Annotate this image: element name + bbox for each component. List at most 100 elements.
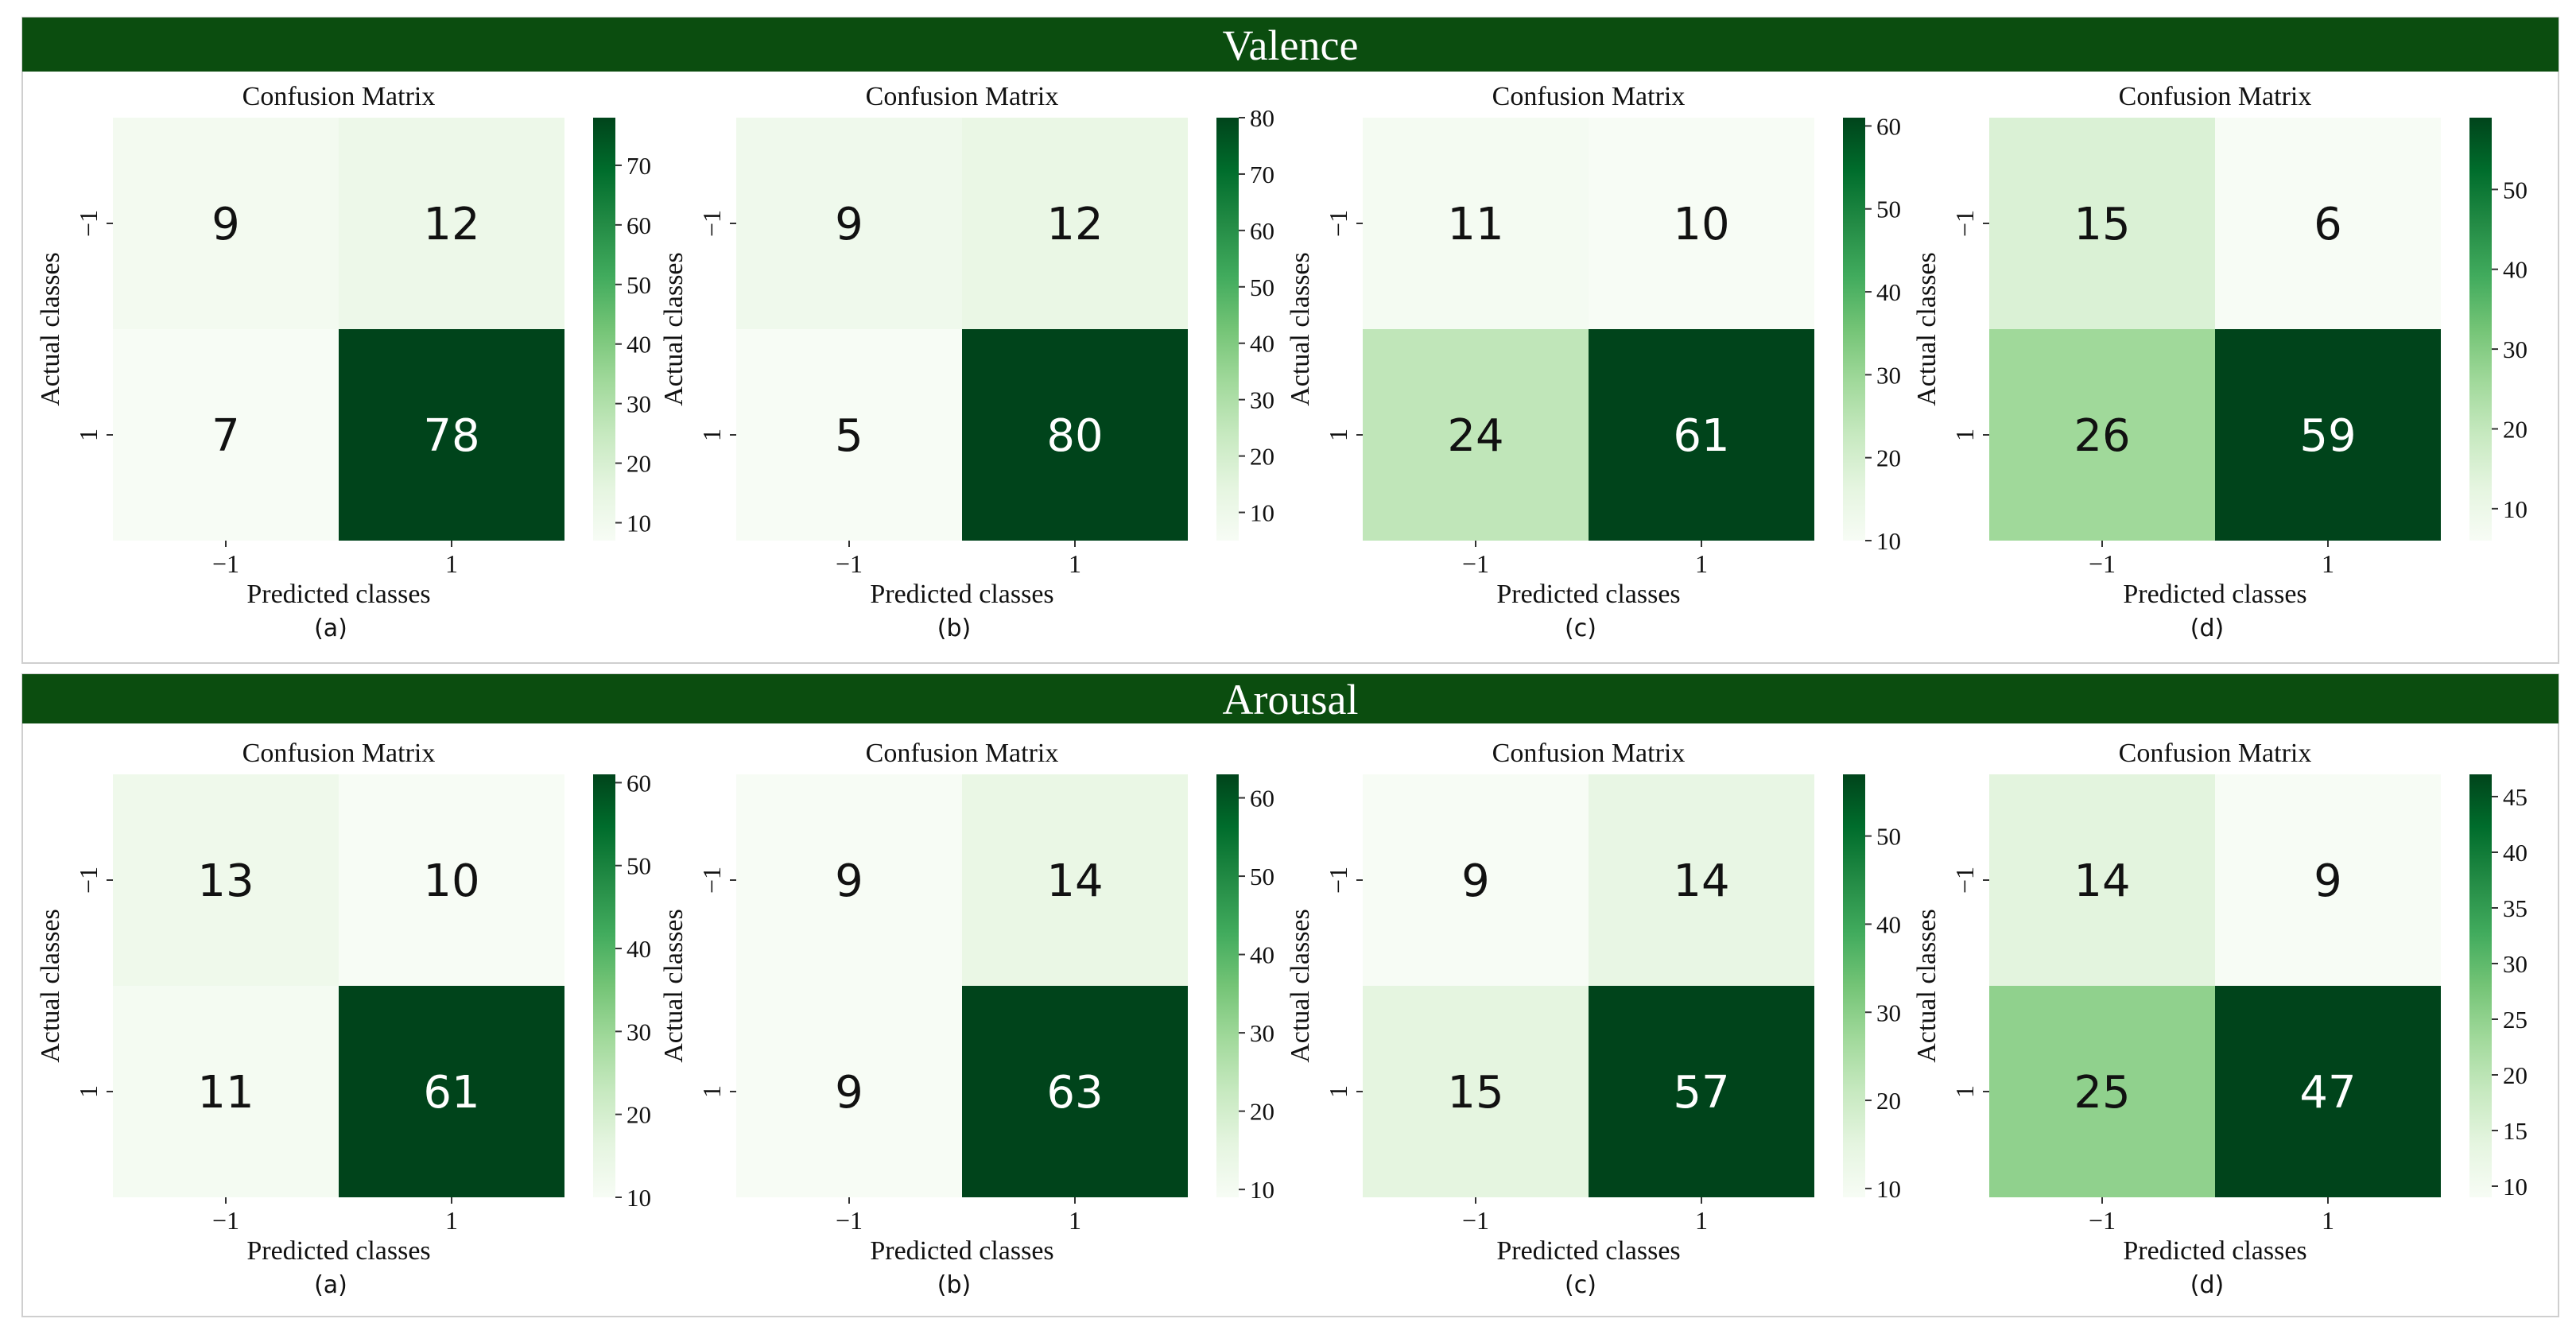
colorbar-tick-label: 40 (1876, 910, 1901, 938)
x-tick-label: 1 (2322, 549, 2334, 578)
heatmap-cell (339, 986, 564, 1197)
heatmap-cell (736, 118, 962, 329)
cell-value-label: 61 (1673, 410, 1729, 462)
y-tick-label: −1 (1950, 867, 1979, 894)
colorbar (593, 774, 615, 1197)
x-axis-label: Predicted classes (246, 580, 430, 609)
colorbar-tick-label: 70 (1250, 161, 1274, 188)
x-axis-label: Predicted classes (1496, 580, 1680, 609)
heatmap-cell (1989, 329, 2215, 541)
heatmap-cell (113, 118, 339, 329)
matrix-title: Confusion Matrix (242, 82, 436, 111)
heatmap-cell (113, 329, 339, 541)
cell-value-label: 9 (1461, 855, 1490, 907)
heatmap-cell (1589, 986, 1814, 1197)
colorbar (2469, 774, 2492, 1197)
colorbar (1843, 118, 1865, 541)
x-axis-label: Predicted classes (2123, 1236, 2306, 1266)
heatmap-cell (113, 986, 339, 1197)
cell-value-label: 15 (2074, 199, 2130, 250)
colorbar-tick-label: 10 (2503, 495, 2528, 523)
x-tick-label: −1 (2089, 549, 2116, 578)
y-axis-label: Actual classes (659, 252, 689, 406)
cell-value-label: 10 (423, 855, 479, 907)
colorbar-tick-label: 30 (627, 1018, 651, 1045)
confusion-matrix-valence-a: Confusion Matrix 9 12 7 78 −1 1 −1 1 Predicted cl… (36, 82, 651, 642)
y-tick-label: −1 (697, 867, 726, 894)
heatmap-cell (1589, 774, 1814, 986)
y-tick-label: 1 (1324, 429, 1352, 441)
subfigure-tag: (d) (2190, 1271, 2224, 1299)
colorbar-tick-label: 50 (1250, 273, 1274, 301)
heatmap-cell (2215, 118, 2441, 329)
matrix-title: Confusion Matrix (866, 82, 1059, 111)
cell-value-label: 63 (1046, 1067, 1103, 1119)
cell-value-label: 24 (1447, 410, 1503, 462)
colorbar-tick-label: 40 (1250, 941, 1274, 969)
x-axis-label: Predicted classes (2123, 580, 2306, 609)
colorbar-tick-label: 20 (2503, 415, 2528, 443)
y-axis-label: Actual classes (659, 909, 689, 1063)
y-tick-label: −1 (1950, 210, 1979, 237)
x-tick-label: 1 (445, 1206, 458, 1235)
colorbar-tick-label: 50 (627, 271, 651, 299)
colorbar-tick-label: 80 (1250, 104, 1274, 132)
heatmap-cell (2215, 329, 2441, 541)
colorbar-tick-label: 10 (627, 510, 651, 537)
matrix-title: Confusion Matrix (2119, 82, 2312, 111)
x-axis-label: Predicted classes (870, 580, 1053, 609)
heatmap-cell (113, 774, 339, 986)
y-tick-label: 1 (1950, 1085, 1979, 1098)
heatmap-cell (2215, 986, 2441, 1197)
confusion-matrix-arousal-b: Confusion Matrix 9 14 9 63 −1 1 −1 1 Predicted cl… (659, 739, 1274, 1299)
x-tick-label: 1 (2322, 1206, 2334, 1235)
colorbar-tick-label: 30 (2503, 336, 2528, 363)
subfigure-tag: (a) (314, 1271, 347, 1299)
heatmap-cell (1589, 329, 1814, 541)
x-axis-label: Predicted classes (870, 1236, 1053, 1266)
heatmap-cell (736, 986, 962, 1197)
heatmap-cell (339, 118, 564, 329)
y-tick-label: −1 (1324, 867, 1352, 894)
y-axis-label: Actual classes (1286, 252, 1315, 406)
colorbar-tick-label: 20 (2503, 1061, 2528, 1089)
colorbar-tick-label: 40 (1250, 330, 1274, 358)
panel-header-bar (22, 674, 2559, 723)
panel-header-title: Arousal (1223, 676, 1359, 723)
colorbar-tick-label: 70 (627, 152, 651, 180)
cell-value-label: 9 (835, 855, 863, 907)
x-tick-label: 1 (1695, 549, 1708, 578)
cell-value-label: 14 (1673, 855, 1729, 907)
colorbar-tick-label: 10 (2503, 1173, 2528, 1200)
colorbar-tick-label: 30 (627, 390, 651, 418)
cell-value-label: 25 (2074, 1067, 2130, 1119)
colorbar-tick-label: 40 (2503, 256, 2528, 284)
colorbar-tick-label: 50 (1876, 823, 1901, 851)
colorbar-tick-label: 25 (2503, 1006, 2528, 1034)
colorbar-tick-label: 60 (1250, 785, 1274, 813)
matrix-title: Confusion Matrix (242, 739, 436, 768)
colorbar-tick-label: 10 (1876, 527, 1901, 555)
colorbar-tick-label: 60 (1250, 217, 1274, 245)
colorbar-tick-label: 60 (627, 211, 651, 239)
matrix-title: Confusion Matrix (1492, 82, 1686, 111)
colorbar-tick-label: 45 (2503, 783, 2528, 811)
cell-value-label: 9 (211, 199, 240, 250)
cell-value-label: 11 (1447, 199, 1503, 250)
subfigure-tag: (b) (937, 1271, 971, 1299)
cell-value-label: 13 (197, 855, 254, 907)
colorbar-tick-label: 50 (1876, 196, 1901, 223)
cell-value-label: 14 (1046, 855, 1103, 907)
heatmap-cell (1363, 986, 1589, 1197)
y-axis-label: Actual classes (36, 909, 65, 1063)
colorbar-tick-label: 20 (1876, 444, 1901, 472)
heatmap-cell (339, 774, 564, 986)
heatmap-cell (1363, 329, 1589, 541)
y-tick-label: −1 (74, 867, 103, 894)
colorbar-tick-label: 10 (627, 1184, 651, 1212)
x-tick-label: 1 (1695, 1206, 1708, 1235)
subfigure-tag: (d) (2190, 615, 2224, 642)
heatmap-cell (1989, 774, 2215, 986)
